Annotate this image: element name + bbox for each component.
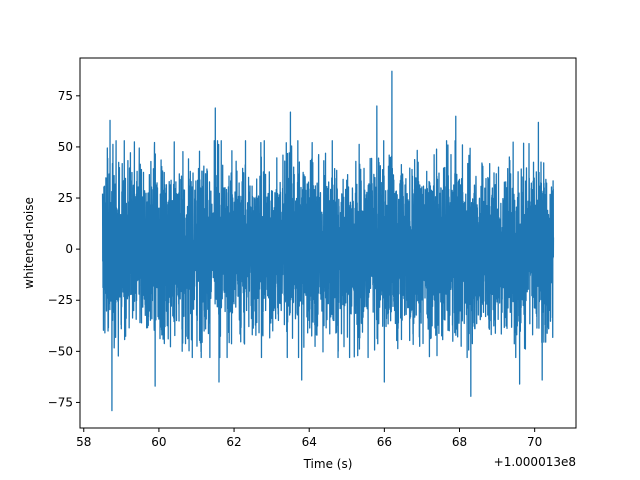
y-axis-label: whitened-noise (22, 197, 36, 289)
x-tick-label: 68 (452, 435, 467, 449)
x-axis-label: Time (s) (303, 457, 353, 471)
y-tick-label: 75 (58, 89, 73, 103)
x-tick-label: 58 (76, 435, 91, 449)
y-tick-label: −25 (48, 293, 73, 307)
x-tick-label: 64 (302, 435, 317, 449)
y-tick-label: 25 (58, 191, 73, 205)
y-tick-label: −50 (48, 344, 73, 358)
y-tick-label: 50 (58, 140, 73, 154)
x-tick-label: 60 (151, 435, 166, 449)
series-line (101, 70, 555, 412)
y-tick-label: 0 (65, 242, 73, 256)
x-offset-label: +1.000013e8 (494, 455, 576, 469)
axes-frame (79, 57, 577, 429)
x-axis-ticks: 58 60 62 64 66 68 70 (76, 428, 542, 449)
x-tick-label: 66 (377, 435, 392, 449)
series-group (101, 70, 555, 412)
y-tick-label: −75 (48, 395, 73, 409)
x-tick-label: 70 (527, 435, 542, 449)
x-tick-label: 62 (226, 435, 241, 449)
y-axis-ticks: −75 −50 −25 0 25 50 75 (48, 89, 80, 409)
